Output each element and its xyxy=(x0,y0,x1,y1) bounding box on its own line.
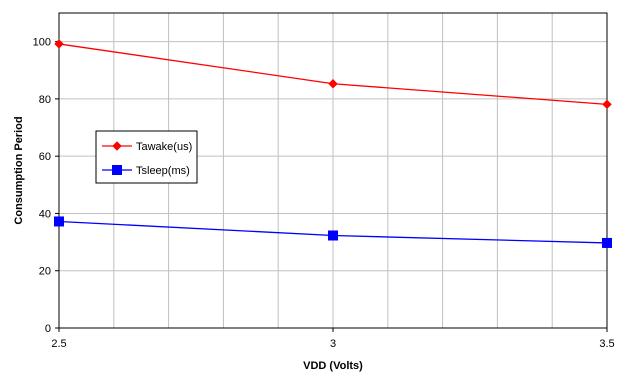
series-2 xyxy=(54,216,612,248)
y-tick-label: 80 xyxy=(39,94,51,106)
x-axis-title: VDD (Volts) xyxy=(303,360,363,372)
y-axis: 0 20 40 60 80 100 xyxy=(33,37,59,335)
y-axis-title: Consumption Period xyxy=(13,116,25,224)
x-tick-label: 3 xyxy=(330,338,336,350)
legend-item: Tawake(us) xyxy=(102,141,192,153)
data-point xyxy=(602,237,612,248)
y-tick-label: 40 xyxy=(39,208,51,220)
legend-marker xyxy=(112,165,122,175)
y-tick-label: 100 xyxy=(33,37,51,49)
data-point xyxy=(328,79,338,89)
y-tick-label: 0 xyxy=(45,323,51,335)
x-tick-label: 2.5 xyxy=(51,338,66,350)
data-point xyxy=(328,230,338,241)
data-point xyxy=(54,216,64,227)
series-1 xyxy=(54,39,612,110)
data-point xyxy=(54,39,64,49)
y-tick-label: 20 xyxy=(39,266,51,278)
legend-marker xyxy=(112,141,122,151)
legend-label: Tsleep(ms) xyxy=(136,165,190,177)
series-layer xyxy=(54,39,612,248)
x-axis: 2.5 3 3.5 xyxy=(51,328,615,350)
data-point xyxy=(602,99,612,110)
legend-item: Tsleep(ms) xyxy=(102,165,190,177)
x-tick-label: 3.5 xyxy=(599,338,614,350)
legend-label: Tawake(us) xyxy=(136,141,192,153)
legend: Tawake(us) Tsleep(ms) xyxy=(95,130,198,184)
y-tick-label: 60 xyxy=(39,151,51,163)
